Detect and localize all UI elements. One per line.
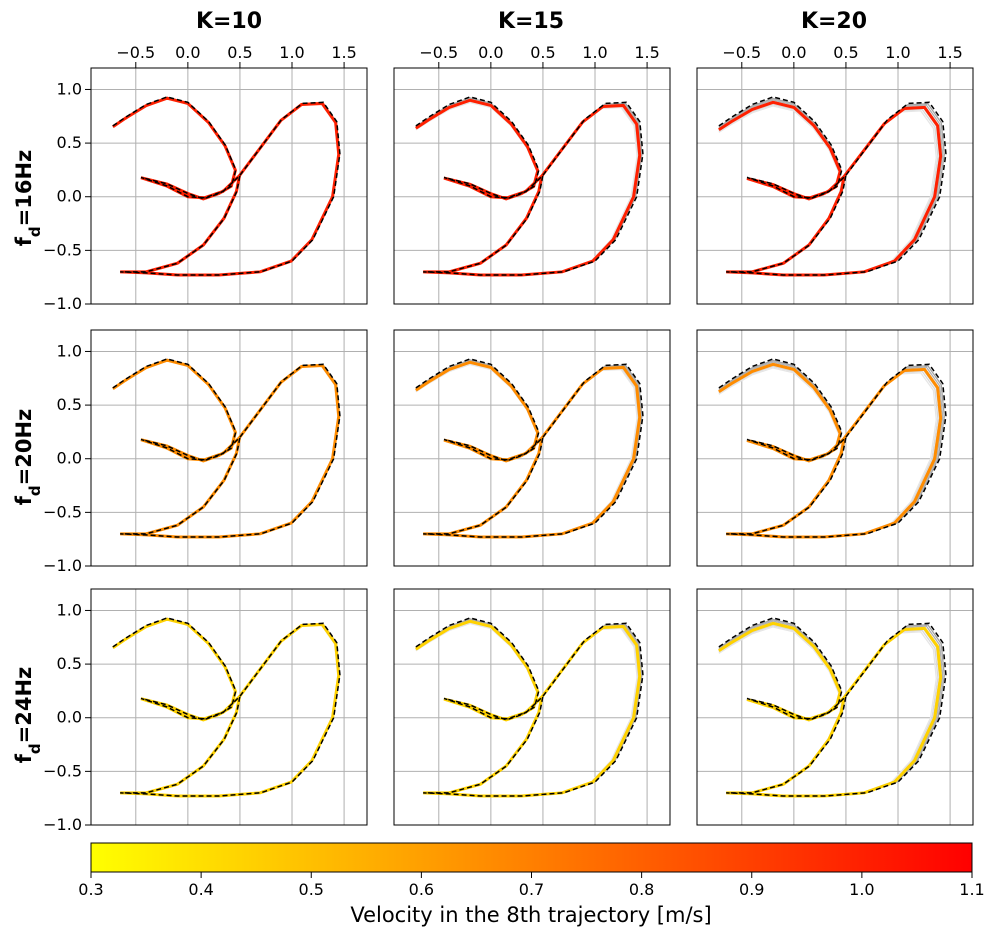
- panel-frame: [696, 67, 974, 305]
- colorbar-tick-label: 0.6: [409, 880, 434, 899]
- panel-r0-c1: −0.5 0.0 0.5 1.0 1.5: [393, 43, 671, 305]
- panel-r2-c0: −1.0 −0.5 0.0 0.5 1.0: [43, 588, 368, 834]
- y-tick-label: 1.0: [57, 600, 82, 619]
- reference-trajectory: [718, 96, 947, 276]
- y-tick-label: −1.0: [43, 815, 82, 834]
- colorbar-tick-label: 1.0: [849, 880, 874, 899]
- x-tick-label: 0.0: [175, 43, 200, 62]
- eighth-trajectory: [718, 362, 943, 539]
- column-title-k10: K=10: [196, 9, 262, 34]
- y-tick-label: 1.0: [57, 79, 82, 98]
- row-title-subscript: d: [26, 485, 44, 496]
- trial-trajectory: [112, 617, 341, 797]
- y-tick-label: 0.5: [57, 395, 82, 414]
- colorbar-label: Velocity in the 8th trajectory [m/s]: [350, 903, 711, 927]
- panel-frame: [90, 588, 368, 826]
- panel-frame: [90, 67, 368, 305]
- x-tick-label: 0.5: [227, 43, 252, 62]
- reference-trajectory: [112, 358, 341, 538]
- panel-frame: [90, 329, 368, 567]
- x-tick-label: −0.5: [722, 43, 761, 62]
- colorbar-ticks: 0.3 0.4 0.5 0.6 0.7 0.8 0.9 1.0 1.1: [78, 872, 985, 899]
- y-tick-label: −0.5: [43, 502, 82, 521]
- panel-r0-c2: −0.5 0.0 0.5 1.0 1.5: [696, 43, 974, 305]
- x-tick-label: −0.5: [419, 43, 458, 62]
- svg-text:fd=24Hz: fd=24Hz: [12, 667, 44, 764]
- svg-text:fd=20Hz: fd=20Hz: [12, 409, 44, 506]
- eighth-trajectory: [415, 360, 642, 539]
- column-title-k20: K=20: [801, 9, 867, 34]
- reference-trajectory: [112, 617, 341, 797]
- panel-frame: [393, 67, 671, 305]
- y-tick-label: 0.5: [57, 654, 82, 673]
- colorbar-tick-label: 0.5: [299, 880, 324, 899]
- panel-r2-c2: [696, 588, 974, 826]
- panel-r2-c1: [393, 588, 671, 826]
- row-title-subscript: d: [26, 226, 44, 237]
- eighth-trajectory: [718, 100, 943, 277]
- colorbar-tick-label: 0.4: [188, 880, 213, 899]
- colorbar-tick-label: 0.7: [519, 880, 544, 899]
- y-tick-label: −0.5: [43, 761, 82, 780]
- panel-frame: [696, 329, 974, 567]
- reference-trajectory: [718, 358, 947, 538]
- colorbar-tick-label: 0.9: [739, 880, 764, 899]
- panel-r1-c2: [696, 329, 974, 567]
- panel-grid: −0.5 0.0 0.5 1.0 1.5 −1.0 −0.5 0.0 0.5 1.0 −0.5 0.0…: [43, 43, 974, 834]
- x-tick-label: 1.5: [634, 43, 659, 62]
- reference-trajectory: [415, 96, 644, 276]
- x-tick-label: 0.5: [530, 43, 555, 62]
- row-title-16hz: fd=16Hz: [12, 150, 44, 247]
- eighth-trajectory: [415, 98, 642, 277]
- colorbar-gradient: [90, 842, 973, 873]
- eighth-trajectory: [415, 619, 642, 798]
- column-title-k15: K=15: [498, 9, 564, 34]
- colorbar: 0.3 0.4 0.5 0.6 0.7 0.8 0.9 1.0 1.1 Velocity in …: [78, 842, 985, 927]
- y-tick-label: 0.0: [57, 187, 82, 206]
- eighth-trajectory: [718, 621, 943, 798]
- row-title-24hz: fd=24Hz: [12, 667, 44, 764]
- x-tick-label: 0.0: [781, 43, 806, 62]
- y-tick-label: 1.0: [57, 341, 82, 360]
- y-tick-label: 0.0: [57, 449, 82, 468]
- panel-r1-c1: [393, 329, 671, 567]
- x-tick-label: 1.5: [937, 43, 962, 62]
- x-tick-label: −0.5: [116, 43, 155, 62]
- trial-trajectory: [112, 96, 341, 276]
- y-tick-label: 0.5: [57, 133, 82, 152]
- trial-trajectory: [112, 358, 341, 538]
- row-title-20hz: fd=20Hz: [12, 409, 44, 506]
- x-tick-label: 1.0: [279, 43, 304, 62]
- x-tick-label: 0.0: [478, 43, 503, 62]
- reference-trajectory: [415, 358, 644, 538]
- colorbar-tick-label: 0.8: [629, 880, 654, 899]
- y-tick-label: 0.0: [57, 708, 82, 727]
- row-title-subscript: d: [26, 743, 44, 754]
- svg-text:fd=16Hz: fd=16Hz: [12, 150, 44, 247]
- x-tick-label: 0.5: [833, 43, 858, 62]
- y-tick-label: −1.0: [43, 294, 82, 313]
- reference-trajectory: [112, 96, 341, 276]
- panel-frame: [393, 329, 671, 567]
- x-tick-label: 1.0: [885, 43, 910, 62]
- panel-frame: [696, 588, 974, 826]
- x-tick-label: 1.5: [331, 43, 356, 62]
- y-tick-label: −0.5: [43, 240, 82, 259]
- reference-trajectory: [415, 617, 644, 797]
- colorbar-tick-label: 1.1: [959, 880, 984, 899]
- colorbar-tick-label: 0.3: [78, 880, 103, 899]
- panel-r0-c0: −0.5 0.0 0.5 1.0 1.5 −1.0 −0.5 0.0 0.5 1.0: [43, 43, 368, 313]
- x-tick-label: 1.0: [582, 43, 607, 62]
- reference-trajectory: [718, 617, 947, 797]
- panel-frame: [393, 588, 671, 826]
- y-tick-label: −1.0: [43, 556, 82, 575]
- panel-r1-c0: −1.0 −0.5 0.0 0.5 1.0: [43, 329, 368, 575]
